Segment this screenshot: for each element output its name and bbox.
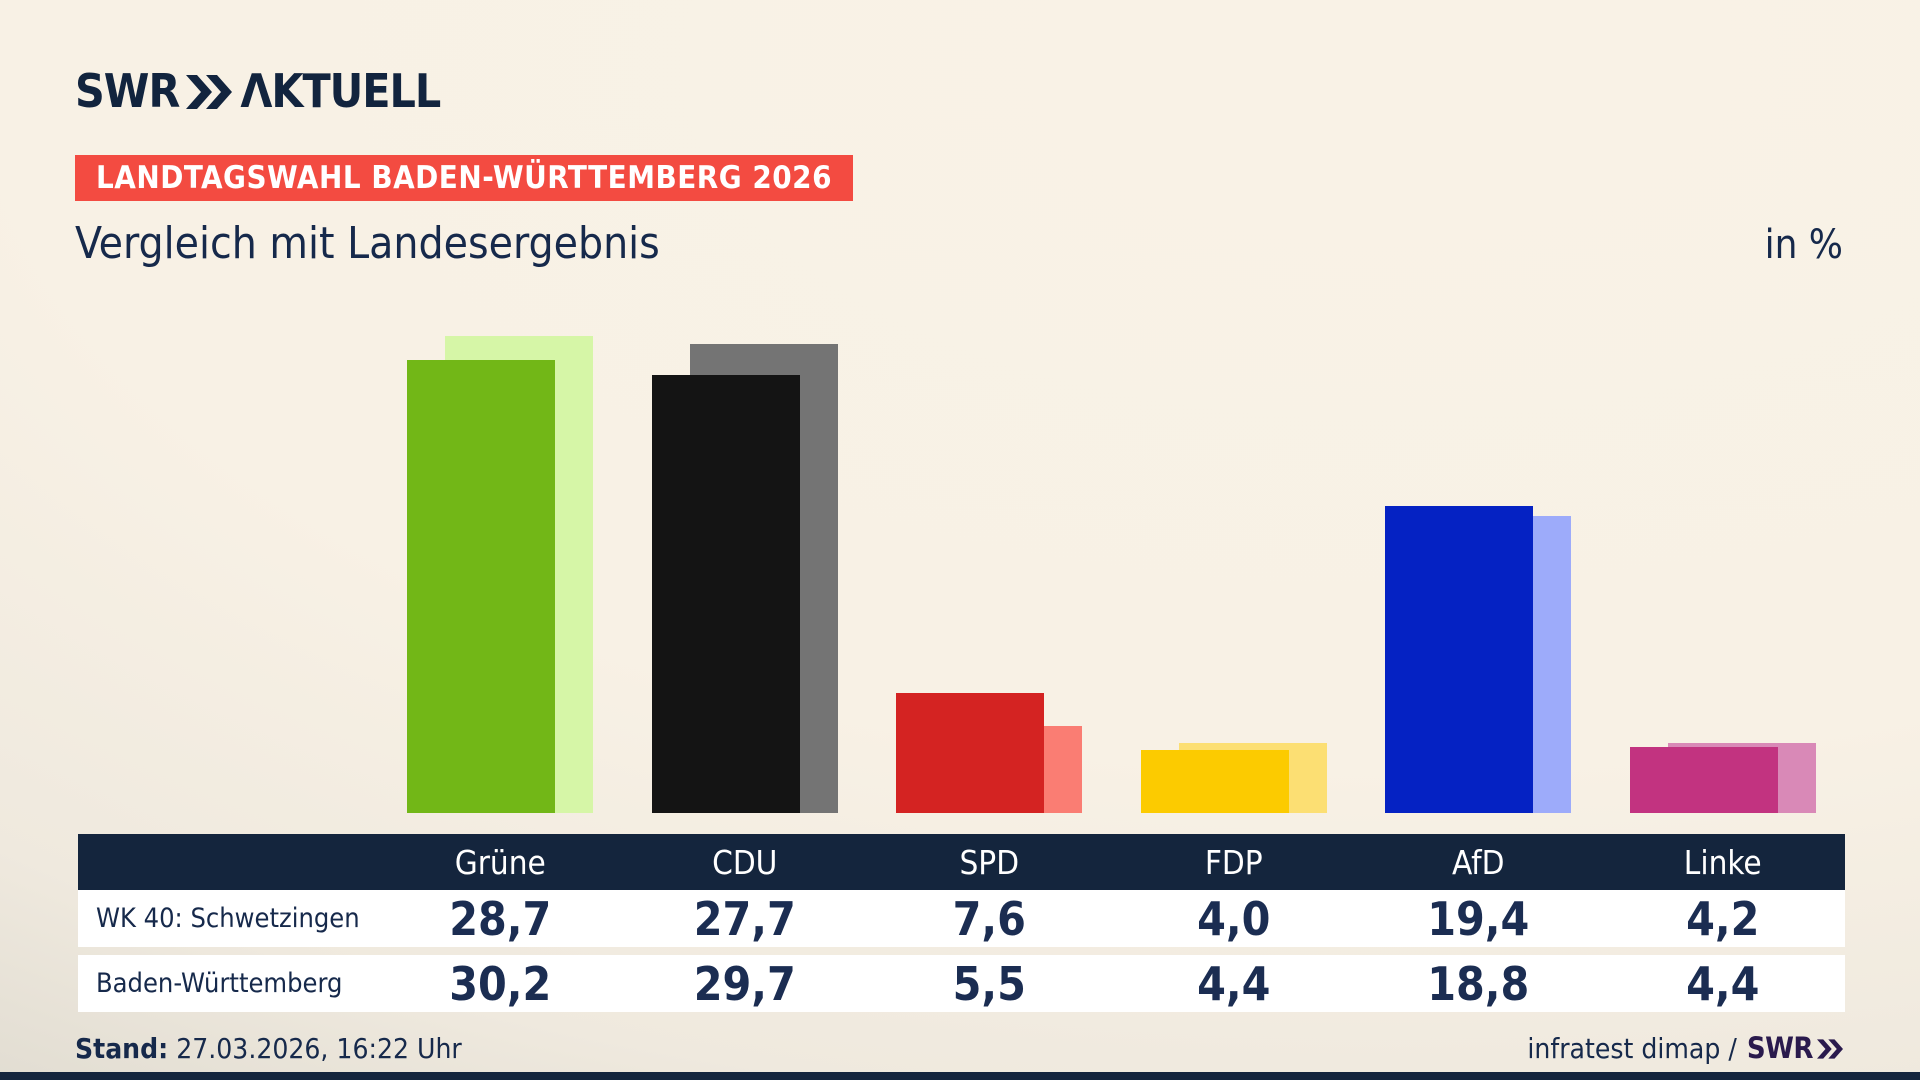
swr-logo-small: SWR [1747, 1031, 1843, 1065]
bar-wk-gruene [407, 360, 556, 813]
party-header-spd: SPD [959, 842, 1020, 882]
row-label: WK 40: Schwetzingen [96, 903, 360, 934]
timestamp: Stand: 27.03.2026, 16:22 Uhr [75, 1032, 462, 1065]
chart-title: Vergleich mit Landesergebnis [75, 218, 660, 269]
results-table: Grüne CDU SPD FDP AfD Linke WK 40: Schwetzing… [78, 834, 1845, 1012]
logo-double-chevron-icon [1817, 1039, 1843, 1059]
logo-double-chevron-icon [186, 75, 233, 109]
bottom-accent-bar [0, 1072, 1920, 1080]
cell-cdu-wk40schwetzingen: 27,7 [693, 891, 796, 946]
cell-afd-wk40schwetzingen: 19,4 [1427, 891, 1530, 946]
cell-fdp-wk40schwetzingen: 4,0 [1197, 891, 1271, 946]
source-credit: infratest dimap / SWR [1527, 1031, 1843, 1065]
party-header-gruene: Grüne [454, 842, 546, 882]
cell-gruene-badenwuerttemberg: 30,2 [449, 956, 552, 1011]
cell-cdu-badenwuerttemberg: 29,7 [693, 956, 796, 1011]
party-header-cdu: CDU [712, 842, 778, 882]
logo-swr-text: SWR [75, 64, 180, 118]
cell-fdp-badenwuerttemberg: 4,4 [1197, 956, 1271, 1011]
bar-wk-cdu [651, 375, 800, 813]
party-header-afd: AfD [1452, 842, 1505, 882]
cell-gruene-wk40schwetzingen: 28,7 [449, 891, 552, 946]
row-label: Baden-Württemberg [96, 968, 343, 999]
table-row-badenwuerttemberg: Baden-Württemberg 30,2 29,7 5,5 4,4 18,8 4,4 [78, 955, 1845, 1012]
party-header-linke: Linke [1683, 842, 1762, 882]
cell-linke-badenwuerttemberg: 4,4 [1686, 956, 1760, 1011]
source-text: infratest dimap / [1527, 1031, 1737, 1065]
cell-spd-wk40schwetzingen: 7,6 [952, 891, 1026, 946]
cell-linke-wk40schwetzingen: 4,2 [1686, 891, 1760, 946]
table-row-wk40schwetzingen: WK 40: Schwetzingen 28,7 27,7 7,6 4,0 19,4 4,2 [78, 890, 1845, 947]
party-header-fdp: FDP [1204, 842, 1263, 882]
footer: Stand: 27.03.2026, 16:22 Uhr infratest di… [75, 1028, 1843, 1068]
cell-spd-badenwuerttemberg: 5,5 [952, 956, 1026, 1011]
unit-label: in % [1764, 222, 1843, 268]
stand-value: 27.03.2026, 16:22 Uhr [176, 1031, 462, 1065]
bar-wk-linke [1629, 747, 1778, 813]
logo-aktuell-text: ΛKTUELL [240, 64, 441, 118]
bar-wk-afd [1385, 506, 1534, 813]
stand-label: Stand: [75, 1031, 169, 1065]
bar-wk-spd [896, 693, 1045, 813]
bar-wk-fdp [1140, 750, 1289, 813]
swr-aktuell-logo: SWR ΛKTUELL [75, 64, 441, 118]
table-header-row: Grüne CDU SPD FDP AfD Linke [78, 834, 1845, 890]
cell-afd-badenwuerttemberg: 18,8 [1427, 956, 1530, 1011]
election-badge: LANDTAGSWAHL BADEN-WÜRTTEMBERG 2026 [75, 155, 853, 201]
